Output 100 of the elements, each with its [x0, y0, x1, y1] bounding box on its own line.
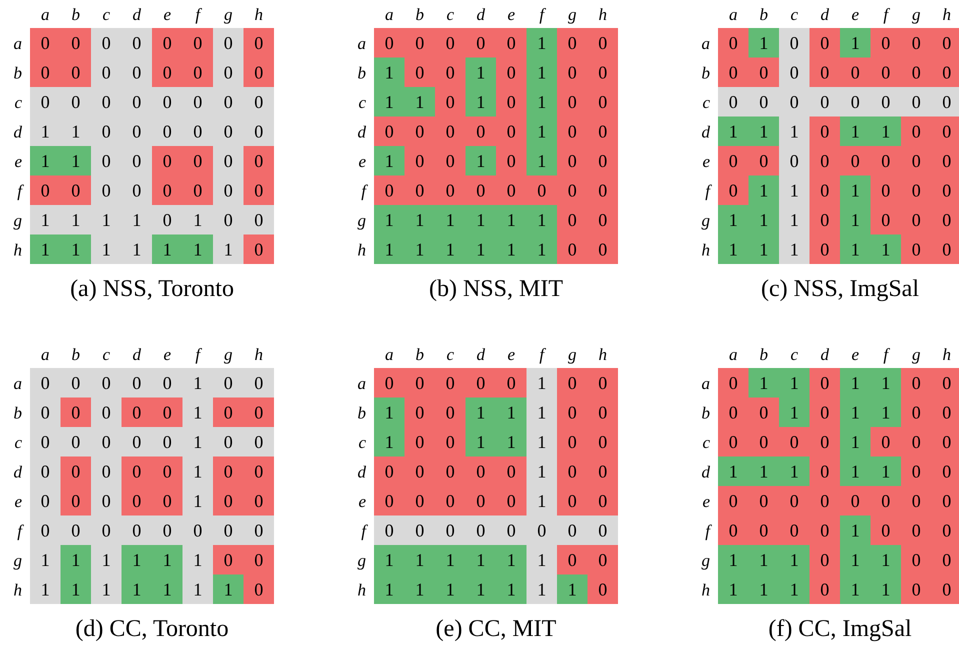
data-label: 0	[476, 520, 486, 540]
data-label: 0	[820, 92, 830, 112]
data-label: 0	[40, 490, 50, 511]
data-label: 1	[384, 239, 394, 260]
data-label: 0	[254, 461, 264, 482]
data-label: 1	[759, 239, 768, 260]
data-label: 1	[790, 210, 799, 230]
y-tick-label: h	[358, 240, 366, 260]
data-label: 0	[446, 62, 455, 82]
data-label: 1	[537, 490, 546, 511]
data-label: 0	[598, 210, 608, 230]
y-tick-label: c	[702, 92, 710, 112]
data-label: 1	[881, 579, 890, 600]
y-tick-label: b	[702, 63, 710, 82]
data-label: 1	[537, 92, 546, 112]
data-label: 0	[942, 432, 952, 452]
data-label: 1	[728, 461, 738, 482]
data-label: 0	[132, 92, 142, 112]
y-tick-label: a	[702, 34, 710, 53]
data-label: 1	[40, 150, 50, 171]
data-label: 0	[850, 92, 860, 112]
x-tick-label: e	[163, 345, 172, 364]
x-tick-label: c	[790, 5, 798, 24]
data-label: 1	[476, 150, 486, 171]
data-label: 1	[790, 239, 799, 260]
data-label: 0	[881, 150, 890, 171]
data-label: 1	[40, 579, 50, 600]
y-tick-label: h	[702, 580, 710, 600]
data-label: 0	[446, 490, 455, 511]
data-label: 0	[102, 62, 111, 82]
data-label: 0	[132, 32, 142, 53]
x-tick-label: b	[760, 5, 768, 24]
data-label: 1	[881, 121, 890, 142]
data-label: 0	[193, 180, 202, 200]
data-label: 0	[728, 180, 738, 200]
data-label: 0	[820, 461, 830, 482]
data-label: 0	[415, 490, 424, 511]
data-label: 0	[415, 32, 424, 53]
data-label: 0	[850, 150, 860, 171]
x-tick-label: a	[385, 345, 394, 364]
data-label: 0	[506, 490, 516, 511]
data-label: 0	[71, 62, 80, 82]
data-label: 0	[132, 150, 142, 171]
data-label: 0	[820, 210, 830, 230]
x-tick-label: g	[224, 345, 232, 364]
data-label: 0	[942, 32, 952, 53]
data-label: 1	[881, 550, 890, 570]
data-label: 1	[384, 432, 394, 452]
data-label: 0	[568, 121, 577, 142]
data-label: 0	[568, 520, 577, 540]
data-label: 0	[820, 121, 830, 142]
data-label: 1	[384, 579, 394, 600]
y-tick-label: a	[702, 374, 710, 393]
data-label: 0	[162, 461, 172, 482]
data-label: 0	[912, 579, 921, 600]
data-label: 0	[881, 490, 890, 511]
data-label: 0	[568, 32, 577, 53]
data-label: 0	[254, 62, 264, 82]
data-label: 0	[568, 150, 577, 171]
data-label: 0	[912, 180, 921, 200]
y-tick-label: c	[702, 432, 710, 452]
data-label: 0	[728, 32, 738, 53]
data-label: 0	[820, 490, 830, 511]
x-tick-label: b	[416, 5, 424, 24]
data-label: 1	[102, 550, 111, 570]
data-label: 0	[446, 461, 455, 482]
data-label: 0	[568, 432, 577, 452]
data-label: 0	[942, 239, 952, 260]
data-label: 1	[790, 461, 799, 482]
data-label: 1	[446, 210, 455, 230]
data-label: 0	[162, 62, 172, 82]
data-label: 0	[820, 62, 830, 82]
data-label: 1	[506, 579, 516, 600]
data-label: 1	[193, 461, 202, 482]
data-label: 0	[224, 490, 233, 511]
y-tick-label: e	[702, 152, 710, 171]
data-label: 0	[132, 180, 142, 200]
data-label: 1	[537, 579, 546, 600]
data-label: 0	[384, 32, 394, 53]
data-label: 1	[537, 372, 546, 393]
x-tick-label: d	[132, 5, 142, 24]
data-label: 1	[568, 579, 577, 600]
data-label: 0	[193, 150, 202, 171]
data-label: 1	[415, 239, 424, 260]
data-label: 0	[162, 180, 172, 200]
data-label: 1	[850, 239, 860, 260]
data-label: 0	[162, 432, 172, 452]
data-label: 1	[193, 402, 202, 422]
data-label: 0	[728, 402, 738, 422]
data-label: 0	[224, 520, 233, 540]
data-label: 1	[132, 550, 142, 570]
data-label: 0	[384, 461, 394, 482]
x-tick-label: c	[102, 345, 110, 364]
data-label: 1	[850, 402, 860, 422]
data-label: 0	[446, 402, 455, 422]
x-tick-label: f	[539, 5, 546, 24]
data-label: 1	[384, 402, 394, 422]
data-label: 0	[254, 402, 264, 422]
data-label: 0	[759, 62, 768, 82]
data-label: 0	[224, 402, 233, 422]
